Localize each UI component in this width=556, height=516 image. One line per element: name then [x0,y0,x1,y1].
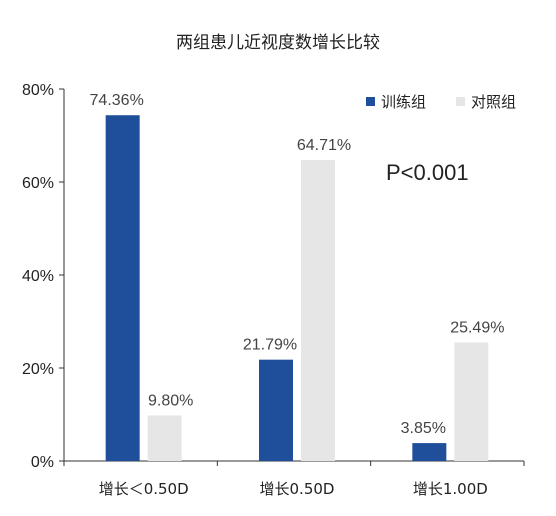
legend-label: 对照组 [471,93,516,111]
category-label: 增长0.50D [260,480,335,498]
bar-train [259,359,293,461]
data-label: 64.71% [297,137,351,154]
data-label: 21.79% [243,337,297,354]
chart-title: 两组患儿近视度数增长比较 [176,33,380,53]
bar-control [147,415,182,461]
category-label: 增长＜0.50D [99,480,189,498]
y-tick-label: 0% [31,454,54,471]
y-tick-label: 20% [22,361,54,378]
y-tick-label: 60% [22,175,54,192]
bar-train [412,443,447,461]
data-label: 3.85% [401,420,446,437]
legend-swatch [366,97,375,106]
y-tick-label: 80% [22,82,54,99]
data-label: 25.49% [450,319,504,336]
data-label: 9.80% [148,392,193,409]
bar-control [454,342,489,461]
category-label: 增长1.00D [413,480,488,498]
bar-train [105,115,140,461]
bar-control [301,160,335,461]
legend-swatch [456,97,465,106]
p-value-annotation: P<0.001 [386,160,469,185]
data-label: 74.36% [90,92,144,109]
y-tick-label: 40% [22,268,54,285]
legend-label: 训练组 [381,93,426,111]
